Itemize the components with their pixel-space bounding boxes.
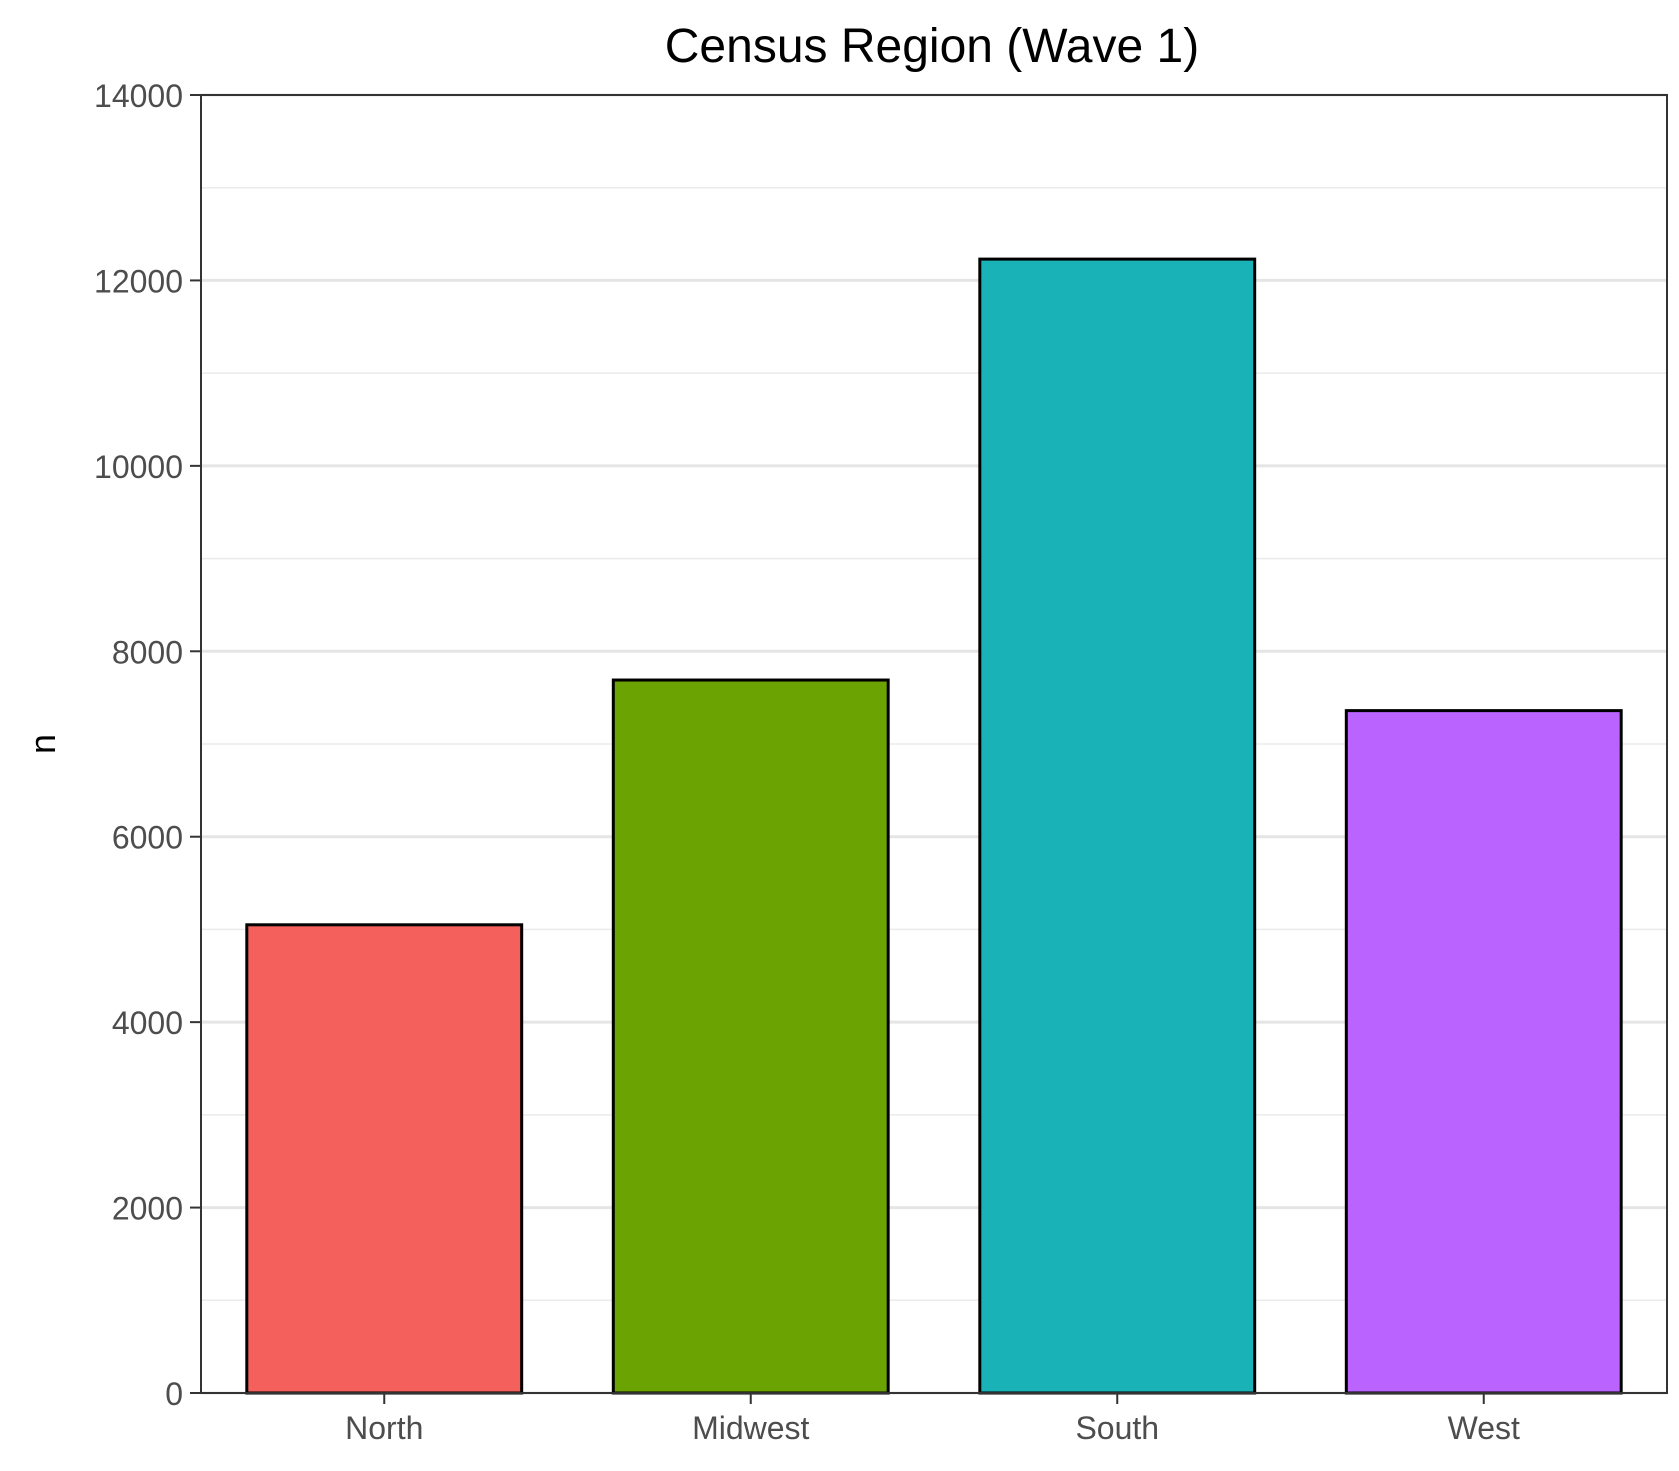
y-axis-label: n	[22, 734, 63, 754]
y-tick-label: 0	[165, 1376, 183, 1412]
bar-north	[245, 923, 524, 1395]
y-tick-label: 2000	[112, 1191, 183, 1227]
chart-title: Census Region (Wave 1)	[665, 20, 1199, 73]
bar-midwest	[611, 678, 890, 1395]
y-tick-label: 14000	[94, 78, 183, 114]
x-tick-label: Midwest	[692, 1410, 809, 1446]
y-tick-label: 10000	[94, 449, 183, 485]
x-tick-label: West	[1448, 1410, 1520, 1446]
bar-west	[1344, 709, 1623, 1395]
y-tick-label: 12000	[94, 263, 183, 299]
y-tick-label: 8000	[112, 634, 183, 670]
x-axis: North Midwest South West	[345, 1393, 1520, 1446]
y-tick-label: 6000	[112, 820, 183, 856]
bar-south	[978, 257, 1257, 1395]
y-axis: 0 2000 4000 6000 8000 10000 12000 14000	[94, 78, 201, 1412]
panel-border	[200, 94, 1668, 1394]
x-tick-label: North	[345, 1410, 423, 1446]
x-tick-label: South	[1075, 1410, 1159, 1446]
y-tick-label: 4000	[112, 1005, 183, 1041]
bars	[245, 257, 1623, 1395]
